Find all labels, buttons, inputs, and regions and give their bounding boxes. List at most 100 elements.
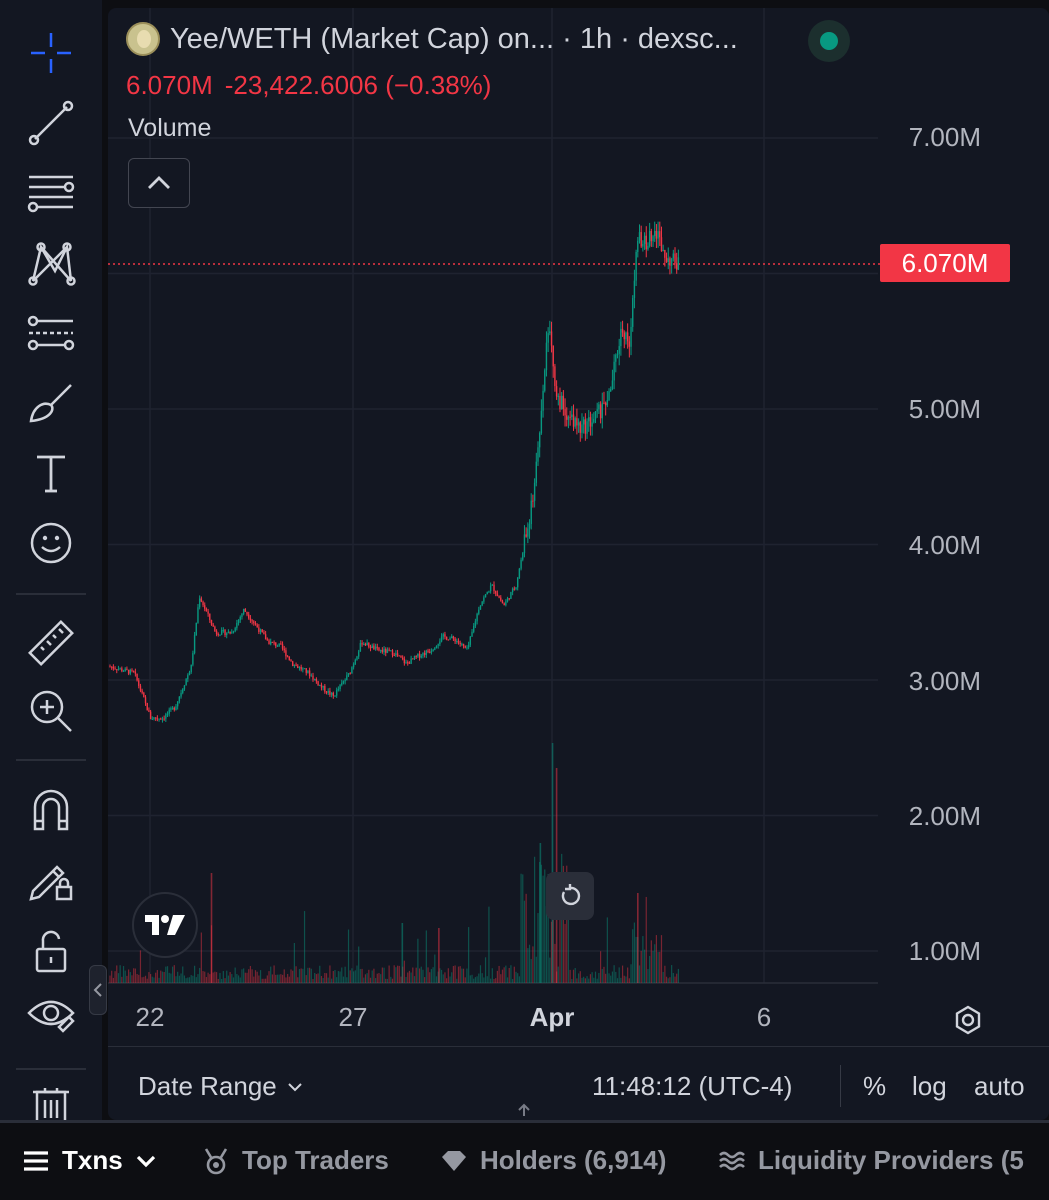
chart-clock[interactable]: 11:48:12 (UTC-4) (592, 1071, 793, 1101)
volume-bar (512, 978, 514, 983)
ruler-icon[interactable] (16, 614, 86, 672)
magnet-icon[interactable] (16, 780, 86, 838)
volume-bar (131, 975, 133, 983)
volume-bar (398, 965, 400, 983)
log-scale-toggle[interactable]: log (912, 1071, 947, 1101)
candle-body (586, 421, 588, 434)
crosshair-icon[interactable] (16, 24, 86, 82)
tab-top-traders[interactable]: Top Traders (202, 1145, 389, 1176)
text-icon[interactable] (16, 444, 86, 502)
collapse-indicators-button[interactable] (128, 158, 190, 208)
volume-bar (490, 978, 492, 983)
candle-body (572, 414, 575, 427)
candle-body (618, 346, 620, 354)
volume-bar (440, 969, 443, 983)
fib-icon[interactable] (16, 164, 86, 222)
volume-bar (353, 971, 355, 983)
zoom-in-icon[interactable] (16, 682, 86, 740)
forecast-icon[interactable] (16, 304, 86, 362)
chart-pane[interactable]: Yee/WETH (Market Cap) on... · 1h · dexsc… (108, 8, 1049, 1120)
candle-body (193, 635, 196, 654)
date-range-dropdown[interactable]: Date Range (138, 1071, 303, 1102)
trend-line-icon[interactable] (16, 94, 86, 152)
pair-title[interactable]: Yee/WETH (Market Cap) on... · 1h · dexsc… (170, 22, 738, 55)
candle-body (564, 409, 566, 416)
lock-icon[interactable] (16, 922, 86, 980)
volume-bar (317, 973, 319, 983)
candle-body (396, 653, 399, 656)
candle-body (339, 684, 341, 690)
volume-label: Volume (128, 114, 212, 142)
percent-scale-toggle[interactable]: % (863, 1071, 887, 1101)
volume-bar (544, 869, 546, 983)
candle-body (156, 718, 159, 720)
candle-body (369, 646, 372, 649)
reset-chart-button[interactable] (546, 872, 594, 920)
toolbar-collapse-handle[interactable] (89, 965, 107, 1015)
volume-bar (138, 974, 140, 983)
candle-body (234, 628, 236, 632)
volume-bar (195, 977, 197, 983)
candle-body (313, 679, 316, 681)
volume-bar (165, 966, 167, 983)
candle-body (393, 655, 395, 657)
tab-holders[interactable]: Holders (6,914) (440, 1145, 666, 1176)
volume-bar (446, 978, 448, 983)
volume-bar (212, 972, 214, 983)
candlestick-chart[interactable] (108, 8, 1049, 1120)
tab-liquidity-providers[interactable]: Liquidity Providers (5 (718, 1145, 1024, 1176)
volume-bar (469, 975, 471, 983)
volume-bar (449, 976, 451, 983)
volume-bar (287, 973, 289, 983)
emoji-icon[interactable] (16, 514, 86, 572)
candle-body (676, 263, 678, 270)
candle-body (562, 395, 565, 410)
brush-icon[interactable] (16, 374, 86, 432)
candle-body (434, 648, 436, 650)
chevron-down-icon (136, 1155, 155, 1167)
volume-bar (603, 966, 605, 983)
candle-body (510, 592, 512, 599)
candle-body (577, 422, 580, 426)
volume-bar (339, 971, 341, 983)
volume-bar (243, 968, 245, 983)
volume-bar (358, 946, 360, 983)
volume-bar (261, 978, 263, 983)
auto-scale-toggle[interactable]: auto (974, 1071, 1025, 1101)
eye-icon[interactable] (16, 984, 86, 1042)
volume-bar (232, 977, 235, 983)
candle-body (445, 636, 448, 640)
candle-body (447, 639, 450, 641)
volume-bar (549, 957, 551, 983)
volume-bar (278, 974, 280, 983)
volume-bar (112, 977, 114, 983)
candle-body (242, 609, 245, 614)
candle-body (148, 710, 150, 712)
chart-bottom-bar: Date Range 11:48:12 (UTC-4) % log auto (108, 1046, 1049, 1120)
volume-bar (385, 978, 387, 983)
candle-body (552, 345, 554, 367)
candle-body (231, 632, 233, 634)
volume-bar (506, 977, 509, 983)
pattern-icon[interactable] (16, 234, 86, 292)
tradingview-logo[interactable] (132, 892, 198, 958)
candle-body (435, 645, 438, 649)
trash-icon[interactable] (16, 1088, 86, 1120)
volume-bar (227, 975, 230, 983)
volume-bar (403, 960, 405, 983)
lock-drawing-icon[interactable] (16, 850, 86, 908)
candle-body (114, 668, 116, 670)
live-status-indicator[interactable] (808, 20, 850, 62)
chart-settings-button[interactable] (948, 1000, 988, 1040)
volume-bar (391, 978, 394, 983)
candle-body (385, 648, 387, 653)
tab-txns[interactable]: Txns (22, 1145, 157, 1176)
candle-body (236, 622, 238, 629)
volume-bar (491, 968, 493, 983)
candle-body (467, 644, 470, 648)
volume-bar (139, 950, 142, 983)
volume-bar (302, 968, 304, 983)
candle-body (312, 675, 314, 680)
volume-bar (305, 975, 307, 983)
volume-bar (425, 930, 427, 983)
